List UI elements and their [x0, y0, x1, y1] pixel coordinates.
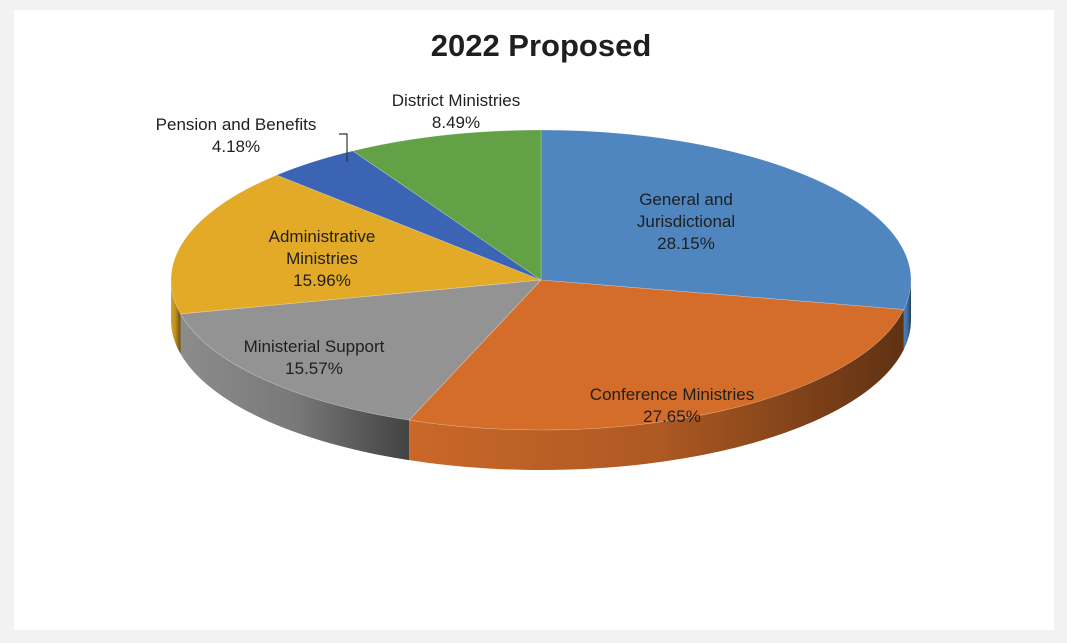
slice-side-shade-conference-ministries: [409, 309, 904, 471]
slice-percent: 28.15%: [657, 234, 715, 253]
pie-tops: [170, 129, 912, 431]
slice-conference-ministries: [408, 279, 905, 431]
pie-labels: General and Jurisdictional 28.15% Conferenc…: [156, 91, 755, 426]
pie-sides: [171, 280, 911, 471]
chart-frame: 2022 Proposed General and Jurisdictional 2…: [14, 10, 1054, 630]
slice-label-text: Conference Ministries: [590, 385, 754, 404]
slice-percent: 27.65%: [643, 407, 701, 426]
slice-percent: 15.96%: [293, 271, 351, 290]
slice-side-shade-administrative-ministries: [171, 280, 181, 354]
leader-line: [339, 133, 348, 162]
slice-label-text: Administrative: [269, 227, 376, 246]
slice-side-shade-ministerial-support: [180, 313, 410, 461]
pie-chart: 2022 Proposed General and Jurisdictional 2…: [156, 28, 912, 471]
slice-label-district-ministries: District Ministries 8.49%: [392, 91, 520, 132]
slice-ministerial-support: [180, 279, 542, 421]
slice-label-text: Jurisdictional: [637, 212, 735, 231]
slice-percent: 8.49%: [432, 113, 480, 132]
slice-general-and-jurisdictional: [540, 129, 912, 310]
chart-title: 2022 Proposed: [431, 28, 652, 63]
slice-label-administrative-ministries: Administrative Ministries 15.96%: [269, 227, 376, 290]
slice-label-text: Ministries: [286, 249, 358, 268]
slice-side-shade-general-and-jurisdictional: [903, 280, 911, 350]
slice-label-text: Ministerial Support: [244, 337, 385, 356]
slice-pension-and-benefits: [275, 150, 542, 281]
slice-label-general-and-jurisdictional: General and Jurisdictional 28.15%: [637, 190, 735, 253]
slice-label-ministerial-support: Ministerial Support 15.57%: [244, 337, 385, 378]
slice-label-text: District Ministries: [392, 91, 520, 110]
slice-label-conference-ministries: Conference Ministries 27.65%: [590, 385, 754, 426]
slice-percent: 4.18%: [212, 137, 260, 156]
slice-label-text: General and: [639, 190, 733, 209]
slice-district-ministries: [352, 129, 542, 281]
slice-label-text: Pension and Benefits: [156, 115, 317, 134]
slice-administrative-ministries: [170, 174, 542, 315]
slice-label-pension-and-benefits: Pension and Benefits 4.18%: [156, 115, 348, 162]
slice-percent: 15.57%: [285, 359, 343, 378]
